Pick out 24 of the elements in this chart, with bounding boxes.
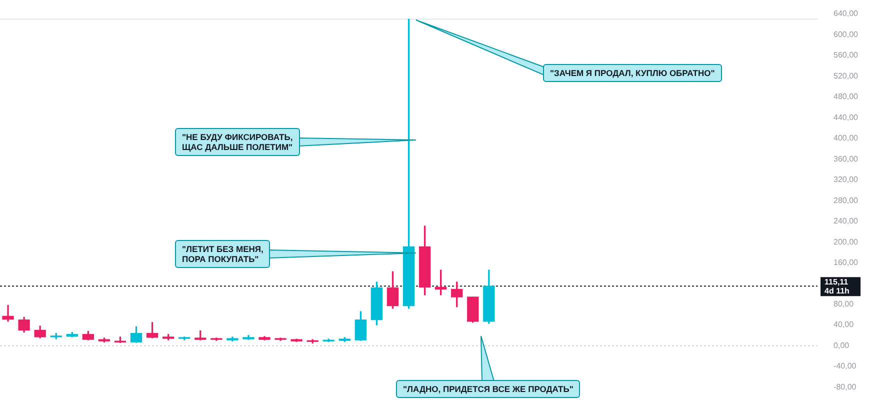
y-tick-label: 400,00 xyxy=(834,134,859,143)
y-tick-label: 160,00 xyxy=(834,258,859,268)
y-tick-label: -40,00 xyxy=(834,362,857,371)
y-tick-label: 560,00 xyxy=(834,50,859,60)
y-tick-label: -80,00 xyxy=(834,382,857,392)
annotation: "НЕ БУДУ ФИКСИРОВАТЬ, ЩАС ДАЛЬШЕ ПОЛЕТИМ" xyxy=(175,128,300,156)
ref-line-label: 115,11 4d 11h xyxy=(824,277,850,296)
y-tick-label: 480,00 xyxy=(834,92,859,102)
y-tick-label: 280,00 xyxy=(834,196,859,205)
y-tick-label: 40,00 xyxy=(834,320,854,330)
y-tick-label: 640,00 xyxy=(834,9,859,18)
y-tick-label: 520,00 xyxy=(834,71,859,80)
annotation: "ЛАДНО, ПРИДЕТСЯ ВСЕ ЖЕ ПРОДАТЬ" xyxy=(396,380,580,398)
y-tick-label: 200,00 xyxy=(834,237,859,246)
y-tick-label: 360,00 xyxy=(834,154,859,164)
candlestick xyxy=(2,304,14,322)
annotation: "ЛЕТИТ БЕЗ МЕНЯ, ПОРА ПОКУПАТЬ" xyxy=(175,240,270,268)
y-tick-label: 0,00 xyxy=(834,340,850,350)
y-tick-label: 440,00 xyxy=(834,112,859,122)
y-tick-label: 320,00 xyxy=(834,175,859,184)
y-tick-label: 80,00 xyxy=(834,299,854,308)
y-tick-label: 600,00 xyxy=(834,30,859,39)
annotation: "ЗАЧЕМ Я ПРОДАЛ, КУПЛЮ ОБРАТНО" xyxy=(543,64,722,82)
y-tick-label: 240,00 xyxy=(834,216,859,226)
